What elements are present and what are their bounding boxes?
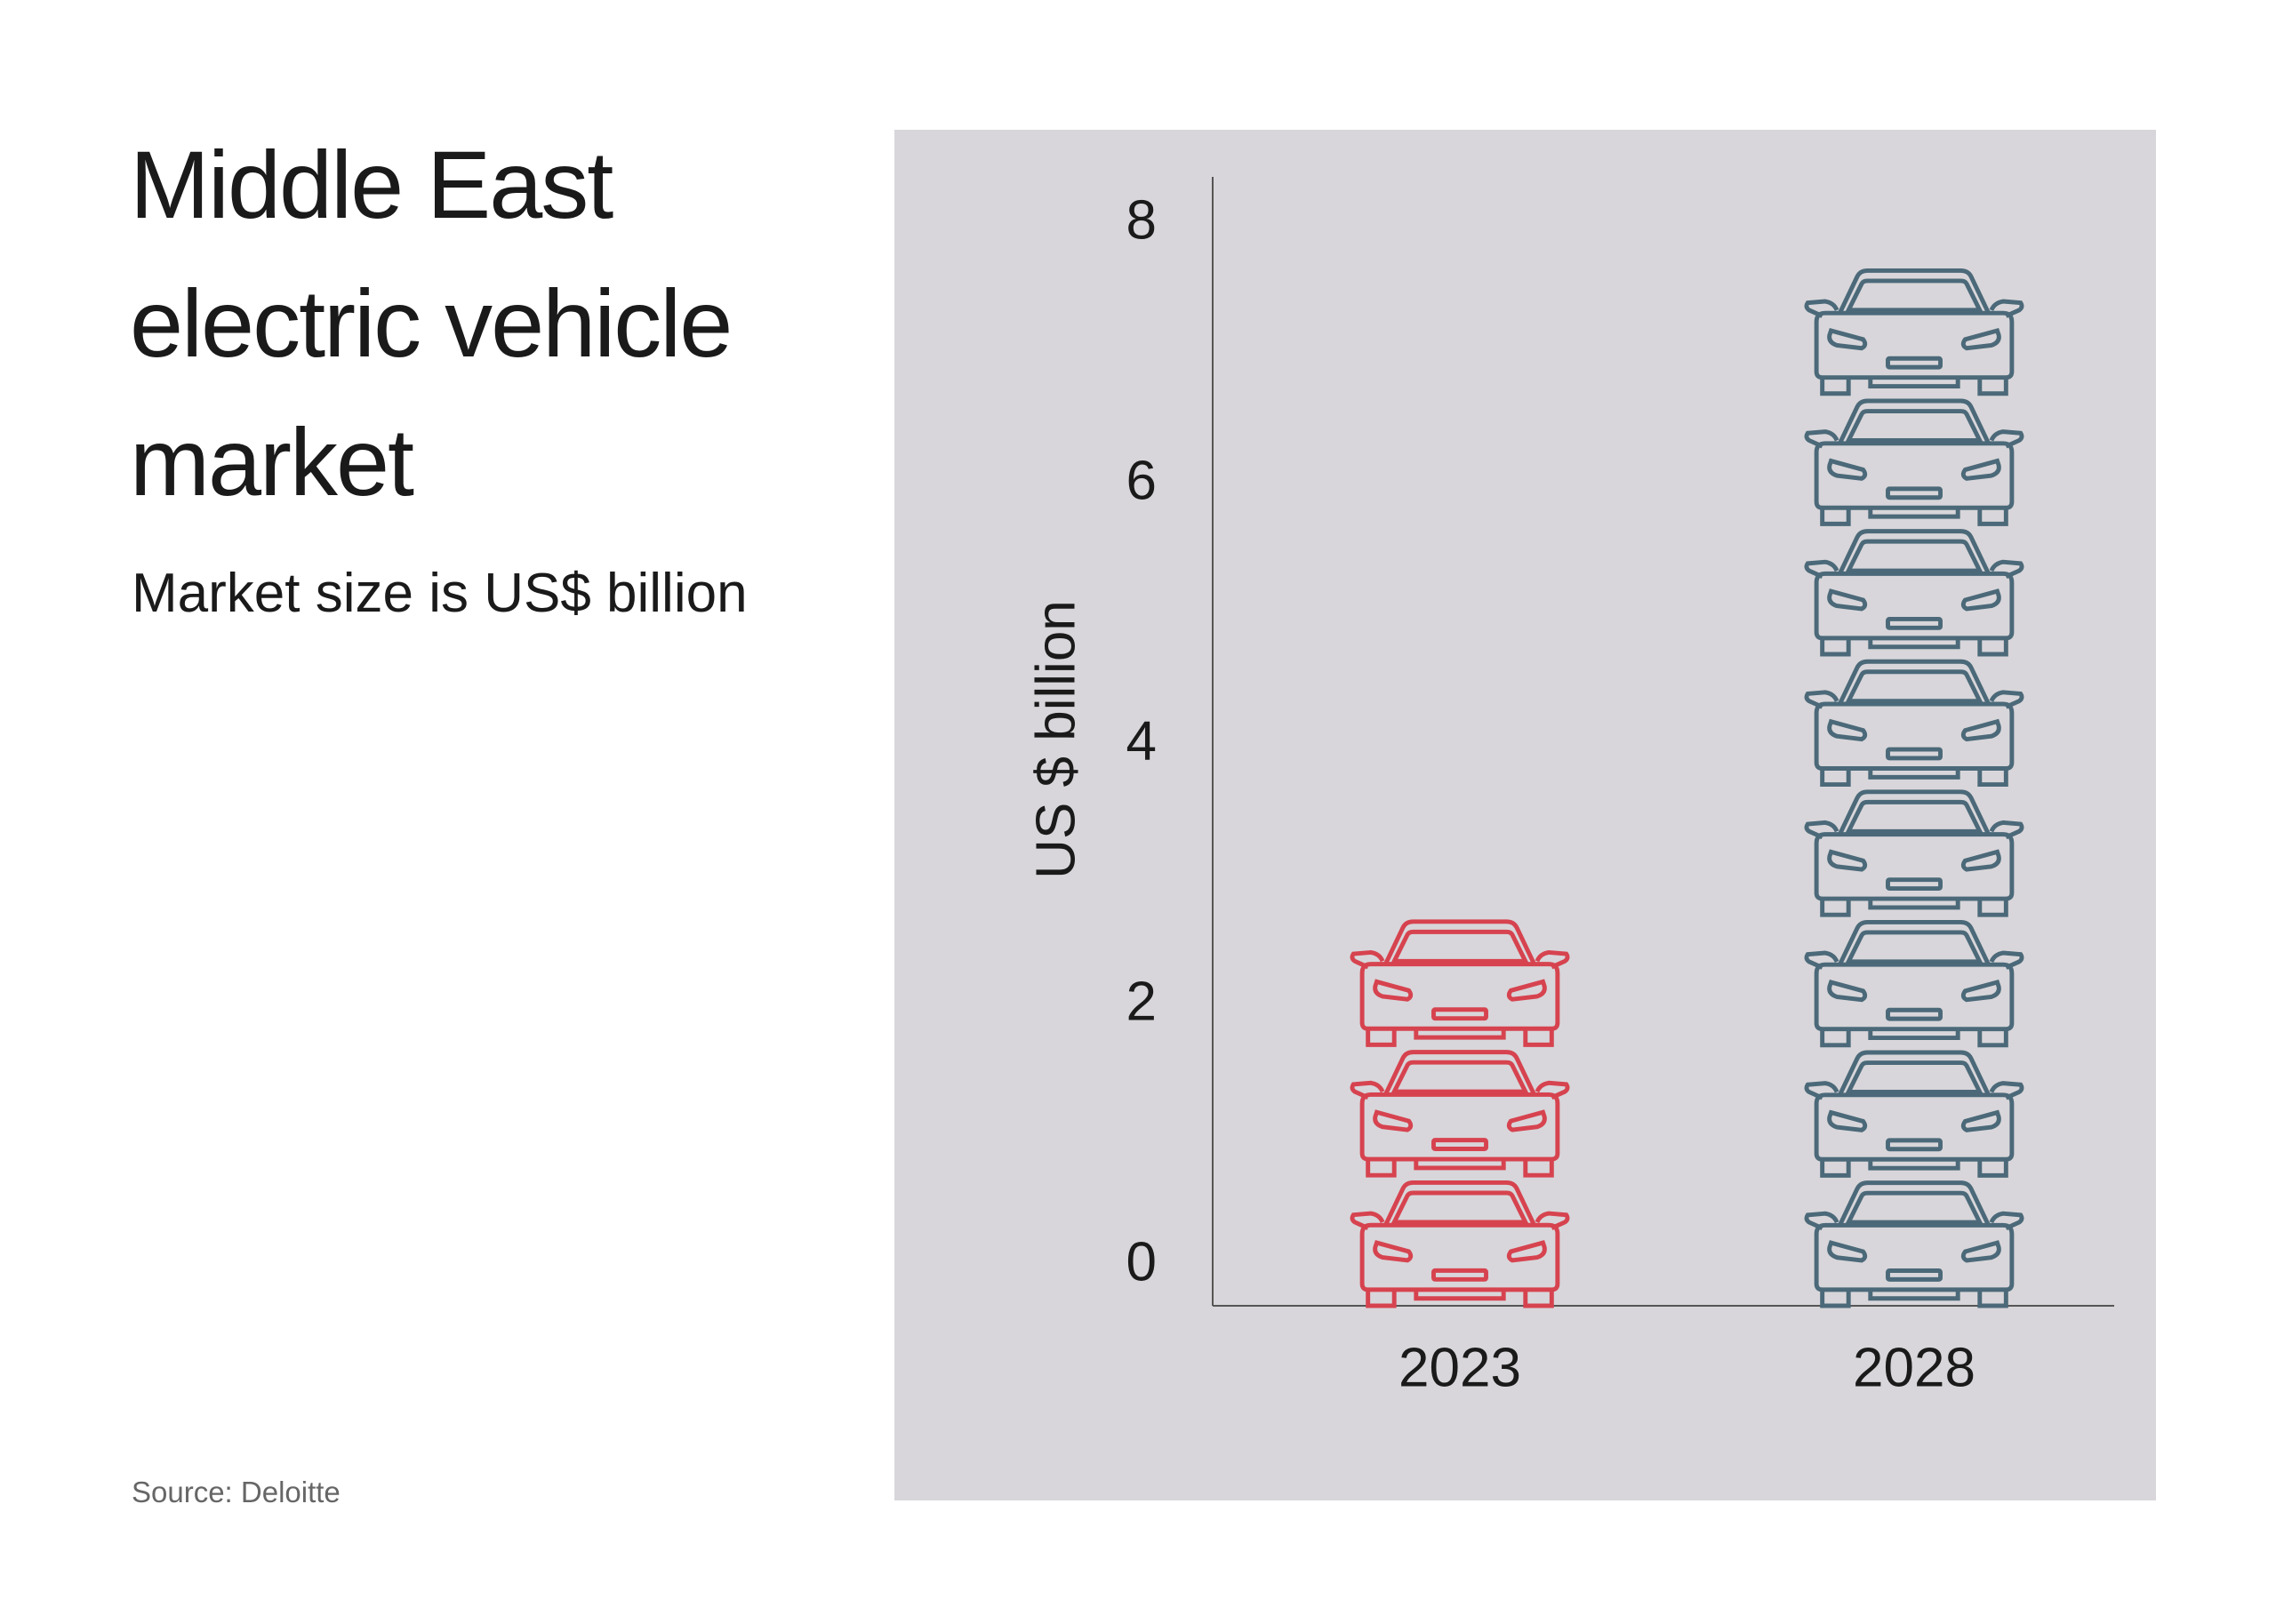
- x-tick-label: 2023: [1398, 1337, 1521, 1398]
- chart-panel: [894, 130, 2156, 1500]
- y-tick-label: 8: [1126, 190, 1157, 252]
- chart-subtitle: Market size is US$ billion: [132, 563, 748, 624]
- y-tick-label: 0: [1126, 1231, 1157, 1292]
- y-tick-label: 6: [1126, 451, 1157, 512]
- y-tick-label: 2: [1126, 971, 1157, 1032]
- y-axis-label: US $ billion: [1025, 600, 1086, 879]
- chart-title: Middle East electric vehicle market: [130, 131, 733, 516]
- source-note: Source: Deloitte: [132, 1476, 341, 1508]
- y-tick-label: 4: [1126, 711, 1157, 772]
- x-tick-label: 2028: [1853, 1337, 1975, 1398]
